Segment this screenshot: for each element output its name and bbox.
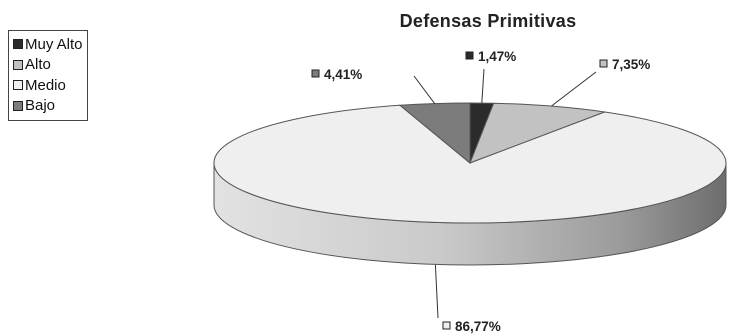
legend-swatch-alto bbox=[13, 59, 23, 70]
leader-line-medio bbox=[434, 264, 439, 319]
data-label-muy-alto: 1,47% bbox=[478, 49, 516, 64]
data-label-swatch-medio bbox=[442, 321, 451, 330]
leader-line-muy-alto bbox=[481, 68, 485, 104]
pie-labels: 1,47% 7,35% 86,77% 4,41% bbox=[311, 49, 650, 334]
data-label-swatch-alto bbox=[599, 59, 608, 68]
pie-slice-bajo bbox=[398, 102, 471, 165]
legend: Muy Alto Alto Medio Bajo bbox=[8, 30, 88, 121]
pie-slices bbox=[213, 102, 727, 266]
legend-item-alto: Alto bbox=[13, 55, 83, 76]
legend-label-alto: Alto bbox=[25, 56, 51, 74]
legend-item-bajo: Bajo bbox=[13, 96, 83, 117]
leader-line-alto bbox=[551, 71, 597, 107]
legend-label-medio: Medio bbox=[25, 76, 66, 94]
legend-swatch-medio bbox=[13, 80, 23, 91]
legend-swatch-bajo bbox=[13, 100, 23, 111]
legend-swatch-muy-alto bbox=[13, 39, 23, 50]
data-label-swatch-muy-alto bbox=[465, 51, 474, 60]
data-label-alto: 7,35% bbox=[612, 57, 650, 72]
chart-title: Defensas Primitivas bbox=[400, 11, 577, 31]
pie-slice-medio bbox=[213, 104, 727, 224]
data-label-bajo: 4,41% bbox=[324, 67, 362, 82]
data-label-swatch-bajo bbox=[311, 69, 320, 78]
legend-item-muy-alto: Muy Alto bbox=[13, 34, 83, 55]
legend-item-medio: Medio bbox=[13, 75, 83, 96]
leader-line-bajo bbox=[413, 75, 436, 104]
pie-slice-alto bbox=[469, 102, 607, 164]
legend-label-bajo: Bajo bbox=[25, 97, 56, 115]
data-label-medio: 86,77% bbox=[455, 319, 501, 334]
legend-label-muy-alto: Muy Alto bbox=[25, 35, 83, 53]
